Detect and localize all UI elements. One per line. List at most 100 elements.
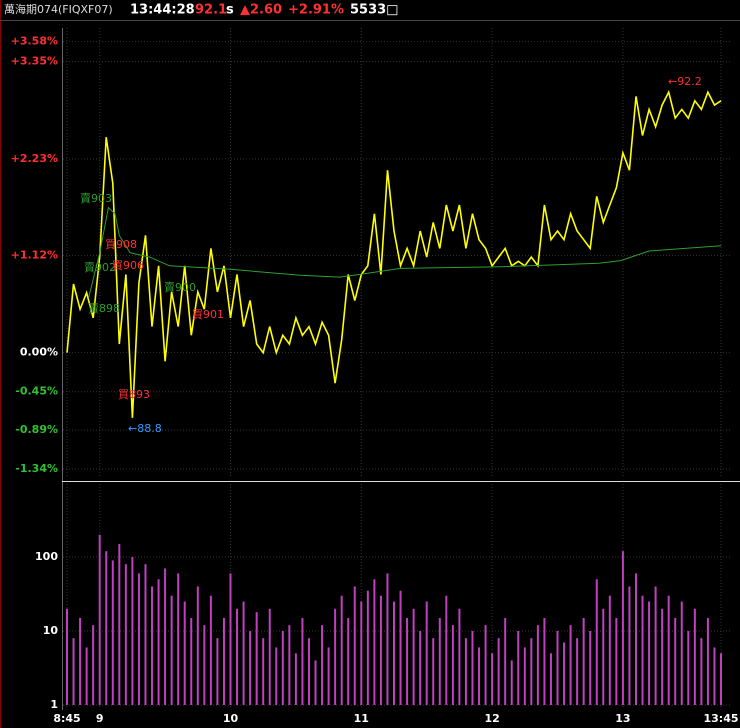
time: 13:44:28 — [130, 3, 195, 18]
volume-bar — [497, 638, 500, 705]
volume-bar — [706, 617, 709, 705]
x-tick-label: 9 — [96, 712, 104, 725]
x-tick-label: 10 — [223, 712, 239, 725]
volume-bar — [151, 586, 154, 705]
volume-bar — [131, 557, 134, 705]
volume-bar — [661, 608, 664, 705]
volume-bar — [621, 551, 624, 705]
volume-bar — [484, 625, 487, 705]
change-percent: +2.91% — [288, 3, 344, 18]
volume-bar — [628, 586, 631, 705]
volume-bar — [236, 608, 239, 705]
price-line — [66, 89, 722, 418]
volume-bar — [347, 617, 350, 705]
volume-bar — [445, 595, 448, 705]
volume-bar — [517, 631, 520, 705]
volume-bar — [504, 617, 507, 705]
volume-bar — [262, 638, 265, 705]
volume-bar — [393, 601, 395, 705]
volume-bar — [249, 631, 252, 705]
volume-bar — [275, 647, 278, 705]
x-tick-label: 8:45 — [53, 712, 80, 725]
volume-bar — [281, 631, 284, 705]
volume-bar — [438, 617, 441, 705]
volume-bar — [589, 631, 592, 705]
volume-bar — [523, 647, 526, 705]
volume-bar — [288, 625, 291, 705]
y-tick-label: 0.00% — [20, 346, 58, 359]
y-tick-label: 1 — [50, 698, 58, 711]
volume-bar — [255, 612, 258, 705]
volume-bar — [164, 568, 167, 705]
y-tick-label: +3.58% — [11, 35, 58, 48]
volume-bar — [615, 617, 618, 705]
y-tick-label: -0.45% — [15, 385, 58, 398]
volume-bar — [419, 631, 422, 705]
volume-bar — [602, 608, 605, 705]
volume-bar — [307, 638, 310, 705]
volume-bar — [536, 625, 539, 705]
volume-bar — [464, 638, 467, 705]
y-tick-label: 10 — [43, 624, 59, 637]
volume-bar — [399, 590, 402, 705]
volume-bar — [105, 551, 108, 705]
volume-bar — [563, 642, 566, 705]
volume-bar — [451, 625, 454, 705]
x-tick-label: 13:45 — [703, 712, 738, 725]
price-line — [88, 206, 722, 298]
y-tick-label: 100 — [35, 550, 58, 563]
volume-bar — [72, 638, 75, 705]
volume-bar — [229, 573, 232, 705]
volume-bar — [654, 586, 657, 705]
volume-bar — [314, 660, 317, 705]
volume-bar — [170, 595, 173, 705]
volume-bar — [144, 564, 147, 705]
volume-bar — [713, 647, 716, 705]
volume-bar — [79, 617, 82, 705]
volume-bar — [222, 617, 225, 705]
volume-bar — [425, 601, 428, 705]
volume-bar — [340, 595, 343, 705]
y-tick-label: +3.35% — [11, 55, 58, 68]
annotation: 買901 — [192, 308, 224, 321]
volume-bar — [687, 631, 690, 705]
y-tick-label: -0.89% — [15, 423, 58, 436]
volume-bar — [353, 586, 356, 705]
volume-bar — [530, 638, 533, 705]
volume-bar — [177, 573, 180, 705]
volume-bar — [334, 608, 337, 705]
volume-bar — [406, 617, 409, 705]
volume-bar — [118, 543, 121, 705]
volume-bar — [680, 601, 683, 705]
volume-bar — [648, 601, 651, 705]
volume-bar — [595, 579, 598, 705]
y-tick-label: +2.23% — [11, 152, 58, 165]
volume-bar — [608, 595, 611, 705]
volume-bar — [327, 647, 330, 705]
volume-bar — [366, 590, 369, 705]
volume-bar — [386, 573, 389, 705]
price: 92.1 — [195, 3, 227, 18]
symbol: 萬海期074(FIQXF07) — [4, 2, 113, 16]
x-tick-label: 12 — [484, 712, 499, 725]
volume-bar — [379, 595, 382, 705]
annotation: 賣898 — [88, 301, 120, 315]
annotation: 買908 — [105, 238, 137, 251]
volume-bar — [693, 608, 696, 705]
volume-bar — [92, 625, 95, 705]
volume-bar — [700, 638, 703, 705]
volume-bar — [471, 631, 474, 705]
volume-bar — [85, 647, 88, 705]
volume-bar — [432, 638, 435, 705]
y-tick-label: -1.34% — [15, 462, 58, 475]
volume-bar — [268, 608, 271, 705]
volume-bar — [294, 653, 297, 705]
annotation: 買893 — [118, 388, 150, 401]
volume-bar — [641, 595, 644, 705]
volume-bar — [111, 560, 114, 705]
volume-bar — [720, 653, 722, 705]
volume-bar — [549, 653, 552, 705]
volume-bar — [216, 638, 219, 705]
